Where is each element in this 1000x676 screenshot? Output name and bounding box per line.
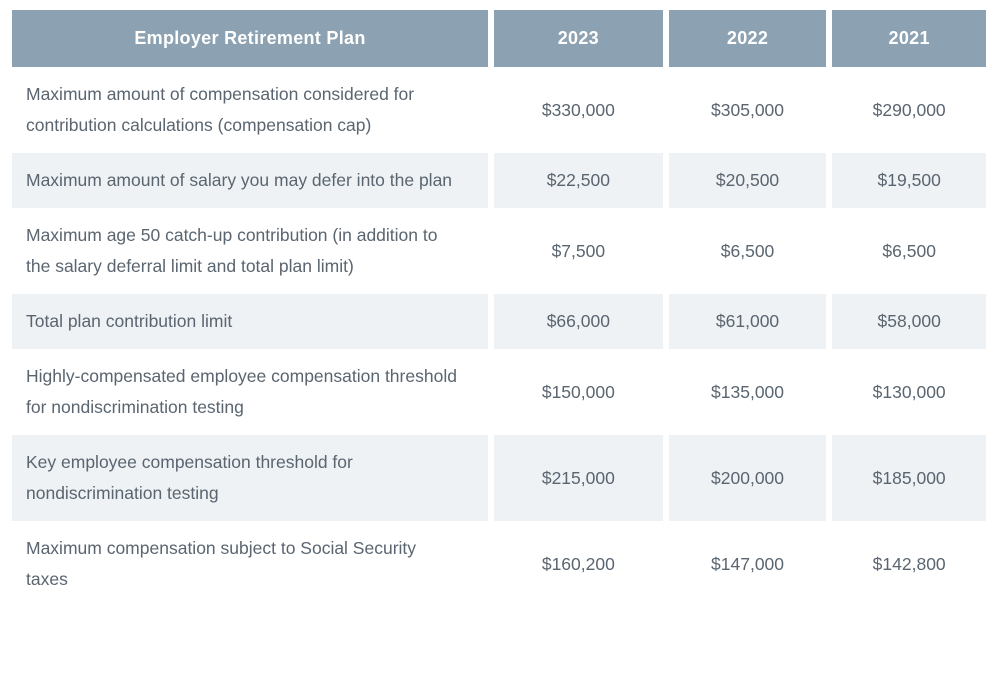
value-2023: $22,500 <box>493 153 663 208</box>
value-2022: $305,000 <box>668 67 827 153</box>
table-row-salary-deferral: Maximum amount of salary you may defer i… <box>12 153 986 208</box>
value-2023: $150,000 <box>493 349 663 435</box>
row-label: Maximum amount of salary you may defer i… <box>12 153 488 208</box>
value-2022: $135,000 <box>668 349 827 435</box>
value-2021: $290,000 <box>832 67 986 153</box>
column-header-2022: 2022 <box>668 10 827 67</box>
value-2023: $7,500 <box>493 208 663 294</box>
value-2021: $58,000 <box>832 294 986 349</box>
table-header-row: Employer Retirement Plan 2023 2022 2021 <box>12 10 986 67</box>
value-2021: $130,000 <box>832 349 986 435</box>
retirement-plan-limits-table: Employer Retirement Plan 2023 2022 2021 … <box>6 10 992 607</box>
value-2021: $6,500 <box>832 208 986 294</box>
table-row-compensation-cap: Maximum amount of compensation considere… <box>12 67 986 153</box>
column-header-2021: 2021 <box>832 10 986 67</box>
row-label: Highly-compensated employee compensation… <box>12 349 488 435</box>
value-2023: $160,200 <box>493 521 663 607</box>
row-label: Maximum compensation subject to Social S… <box>12 521 488 607</box>
value-2022: $147,000 <box>668 521 827 607</box>
value-2022: $6,500 <box>668 208 827 294</box>
value-2023: $66,000 <box>493 294 663 349</box>
value-2023: $330,000 <box>493 67 663 153</box>
value-2023: $215,000 <box>493 435 663 521</box>
value-2021: $19,500 <box>832 153 986 208</box>
column-header-2023: 2023 <box>493 10 663 67</box>
table-row-key-employee: Key employee compensation threshold for … <box>12 435 986 521</box>
column-header-plan: Employer Retirement Plan <box>12 10 488 67</box>
row-label: Total plan contribution limit <box>12 294 488 349</box>
value-2022: $200,000 <box>668 435 827 521</box>
table-row-highly-compensated: Highly-compensated employee compensation… <box>12 349 986 435</box>
row-label: Maximum age 50 catch-up contribution (in… <box>12 208 488 294</box>
table-row-total-plan-limit: Total plan contribution limit $66,000 $6… <box>12 294 986 349</box>
value-2021: $142,800 <box>832 521 986 607</box>
value-2021: $185,000 <box>832 435 986 521</box>
table-row-social-security: Maximum compensation subject to Social S… <box>12 521 986 607</box>
table-row-catch-up: Maximum age 50 catch-up contribution (in… <box>12 208 986 294</box>
row-label: Maximum amount of compensation considere… <box>12 67 488 153</box>
value-2022: $61,000 <box>668 294 827 349</box>
row-label: Key employee compensation threshold for … <box>12 435 488 521</box>
value-2022: $20,500 <box>668 153 827 208</box>
